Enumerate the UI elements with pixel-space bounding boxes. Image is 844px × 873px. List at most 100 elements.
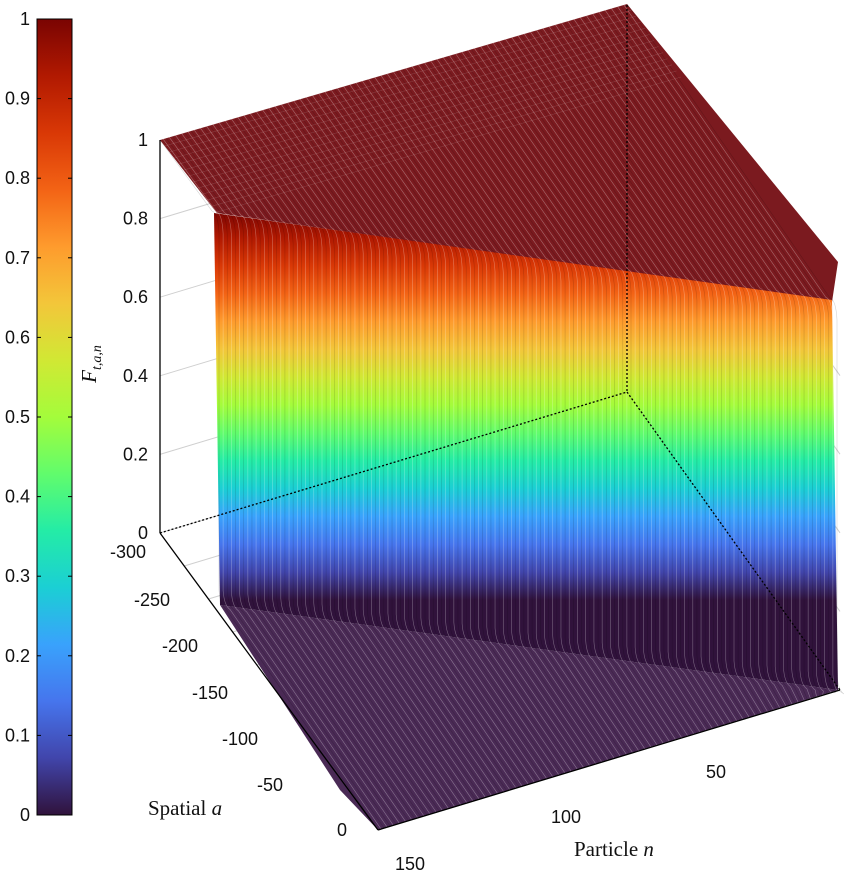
surface-mesh-line <box>558 23 771 711</box>
surface-mesh-line <box>508 38 722 726</box>
colorbar-tick-label: 0 <box>20 805 30 825</box>
surface-mesh-line <box>390 72 606 762</box>
surface-mesh-line <box>343 86 560 776</box>
surface-mesh-line <box>334 89 550 778</box>
surface-mesh-line <box>436 59 652 748</box>
x-tick-label: -100 <box>222 729 258 749</box>
surface-mesh-line <box>287 102 504 792</box>
surface-mesh-line <box>352 83 569 773</box>
surface-mesh-line <box>181 133 400 824</box>
y-axis-line <box>377 689 841 831</box>
surface-mesh-line <box>527 32 741 721</box>
surface-mesh-line <box>620 5 836 694</box>
surface-mesh-line <box>194 129 412 820</box>
y-axis-label: Particle n <box>574 837 654 861</box>
colorbar-tick-label: 0.8 <box>5 168 30 188</box>
surface-mesh-line <box>302 98 520 788</box>
x-tick-label: -200 <box>162 636 198 656</box>
surface-mesh-line <box>265 108 483 799</box>
x-axis-label: Spatial a <box>148 796 222 820</box>
surface-mesh-line <box>296 99 514 790</box>
surface-mesh-line <box>514 36 728 724</box>
x-axis-line <box>159 532 379 831</box>
colorbar-tick-label: 0.2 <box>5 646 30 666</box>
surface-mesh-line <box>418 64 633 753</box>
colorbar-tick-label: 0.5 <box>5 407 30 427</box>
surface-mesh-line <box>408 67 624 756</box>
surface-mesh-line <box>349 84 566 774</box>
surface-mesh-line <box>309 96 526 786</box>
surface-mesh-line <box>561 22 774 710</box>
surface-mesh-line <box>474 48 688 736</box>
surface-mesh-line <box>262 109 480 800</box>
surface-mesh-line <box>424 62 639 751</box>
surface-mesh-line <box>340 87 557 777</box>
surface-mesh-line <box>439 58 655 747</box>
y-tick-label: 100 <box>551 807 581 827</box>
surface-mesh-line <box>467 50 682 738</box>
surface-mesh-line <box>387 73 603 763</box>
surface-mesh-line <box>274 106 492 796</box>
surface-mesh-line <box>365 79 581 769</box>
surface-cross-line <box>200 58 668 196</box>
surface-mesh-line <box>446 56 661 745</box>
surface-mesh-line <box>489 43 704 732</box>
surface-mesh-line <box>312 95 529 785</box>
surface-mesh-line <box>592 13 805 701</box>
z-axis-label: Ft,a,n <box>77 345 105 384</box>
z-tick-label: 1 <box>138 130 148 150</box>
surface-step-wall <box>214 213 838 690</box>
surface-mesh-line <box>611 8 824 695</box>
surface-mesh-line <box>405 68 621 757</box>
surface-mesh-line <box>502 40 716 728</box>
surface-mesh-line <box>271 107 489 797</box>
surface-mesh-line <box>253 112 471 803</box>
surface-mesh-line <box>573 19 787 707</box>
surface-mesh-line <box>433 60 649 749</box>
x-tick-label: -150 <box>192 683 228 703</box>
surface-cross-line <box>209 70 677 208</box>
surface-mesh-line <box>278 105 495 795</box>
surface-mesh-line <box>197 128 416 819</box>
surface-mesh-line <box>399 70 615 759</box>
surface-mesh-line <box>359 81 575 771</box>
z-tick-label: 0 <box>138 523 148 543</box>
surface-mesh-line <box>362 80 578 770</box>
surface-mesh-line <box>427 61 642 750</box>
surface-mesh-line <box>234 118 452 808</box>
surface-mesh-line <box>589 14 802 702</box>
surface-mesh-line <box>393 71 609 761</box>
surface-mesh-line <box>299 99 517 789</box>
colorbar-bar <box>36 18 73 816</box>
surface-mesh-line <box>281 104 498 794</box>
surface-mesh-line <box>480 46 695 735</box>
surface-cross-line <box>159 3 628 141</box>
surface-mesh-line <box>396 70 612 760</box>
surface-mesh-line <box>203 127 422 818</box>
surface-cross-line <box>177 28 646 165</box>
surface-mesh-line <box>231 118 449 809</box>
surface-cross-line <box>191 46 659 183</box>
surface-bottom-plane <box>220 605 838 830</box>
surface-mesh-line <box>178 134 397 825</box>
surface-mesh-lines <box>159 3 844 831</box>
surface-mesh-line <box>184 132 403 823</box>
surface-mesh-line <box>402 69 618 758</box>
surface-mesh-line <box>492 42 707 731</box>
z-tick-labels: 0 0.2 0.4 0.6 0.8 1 <box>123 130 148 543</box>
surface-mesh-line <box>415 65 630 754</box>
surface-mesh-line <box>614 7 828 694</box>
surface-mesh-line <box>228 119 446 810</box>
surface-mesh-line <box>172 136 391 827</box>
surface-mesh-line <box>449 55 664 744</box>
surface-mesh-line <box>240 116 458 806</box>
surface-mesh-line <box>315 94 532 784</box>
surface-mesh-line <box>190 130 409 821</box>
surface-mesh-line <box>346 85 563 775</box>
surface-cross-line <box>204 64 673 202</box>
surface-mesh-line <box>533 31 747 719</box>
surface-mesh-line <box>548 26 762 714</box>
surface-mesh-line <box>601 11 814 698</box>
surface-mesh-line <box>483 45 698 734</box>
surface-mesh-line <box>159 139 379 831</box>
